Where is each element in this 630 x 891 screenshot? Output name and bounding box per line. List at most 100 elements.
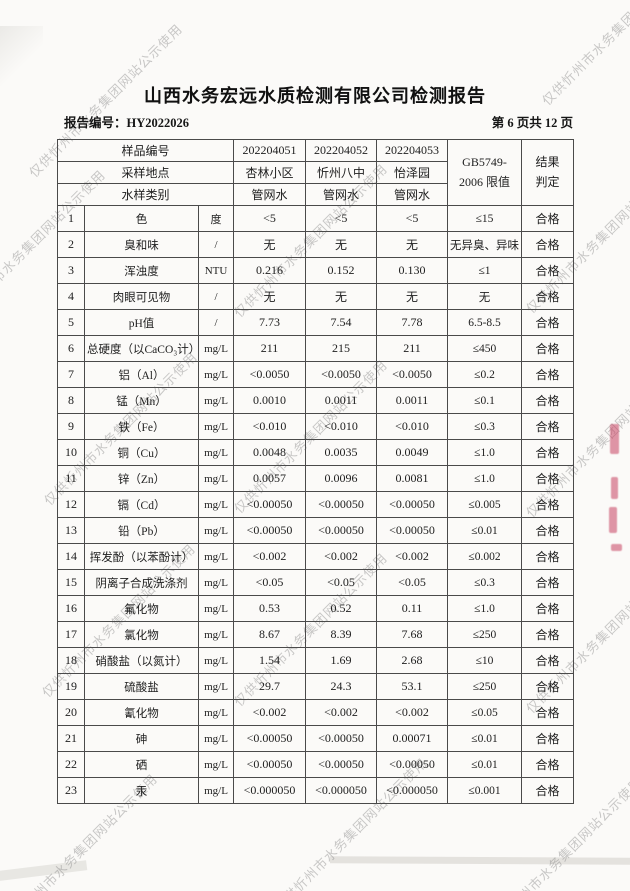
param-name: 肉眼可见物 (84, 283, 199, 310)
param-unit: mg/L (198, 491, 234, 518)
result-value: 合格 (521, 257, 574, 284)
limit-value: ≤0.01 (447, 725, 522, 752)
sample-id-3: 202204053 (376, 139, 448, 162)
value-sample3: <0.05 (376, 569, 448, 596)
result-value: 合格 (521, 673, 574, 700)
water-type-2: 管网水 (305, 183, 377, 206)
param-name: pH值 (84, 309, 199, 336)
paper-edge-shadow (329, 856, 630, 865)
result-header-line1: 结果 (535, 155, 560, 170)
limit-value: ≤250 (447, 673, 522, 700)
value-sample3: 0.11 (376, 595, 448, 622)
result-value: 合格 (521, 543, 574, 570)
params-tbody: 1 色 度 <5 <5 <5 ≤15 合格 2 臭和味 / 无 无 无 无异臭、… (57, 205, 574, 804)
param-row: 6 总硬度（以CaCO₃计） mg/L 211 215 211 ≤450 合格 (57, 335, 574, 362)
value-sample3: 7.68 (376, 621, 448, 648)
param-unit: mg/L (198, 439, 234, 466)
value-sample2: <0.00050 (305, 517, 377, 544)
value-sample2: <0.0050 (305, 361, 377, 388)
value-sample3: 211 (376, 335, 448, 362)
limit-value: ≤1.0 (447, 595, 522, 622)
value-sample1: 0.0057 (233, 465, 306, 492)
red-stamp-mark (609, 507, 617, 533)
page-title: 山西水务宏远水质检测有限公司检测报告 (144, 86, 486, 106)
result-value: 合格 (521, 725, 574, 752)
param-name: 氟化物 (84, 595, 199, 622)
result-value: 合格 (521, 361, 574, 388)
param-row: 23 汞 mg/L <0.000050 <0.000050 <0.000050 … (57, 777, 574, 804)
value-sample2: <0.002 (305, 543, 377, 570)
param-unit: mg/L (198, 465, 234, 492)
param-name: 硝酸盐（以氮计） (84, 647, 199, 674)
sample-id-1: 202204051 (233, 139, 306, 162)
param-name: 锌（Zn） (84, 465, 199, 492)
value-sample2: <5 (305, 205, 377, 232)
param-unit: mg/L (198, 725, 234, 752)
value-sample1: <0.00050 (233, 491, 306, 518)
value-sample2: <0.010 (305, 413, 377, 440)
report-meta: 报告编号：HY2022026 第 6 页共 12 页 (64, 112, 573, 131)
param-unit: NTU (198, 257, 234, 284)
param-row: 20 氰化物 mg/L <0.002 <0.002 <0.002 ≤0.05 合… (57, 699, 574, 726)
param-row: 4 肉眼可见物 / 无 无 无 无 合格 (57, 283, 574, 310)
row-number: 4 (57, 283, 85, 310)
param-unit: mg/L (198, 517, 234, 544)
value-sample1: 8.67 (233, 621, 306, 648)
water-type-3: 管网水 (376, 183, 448, 206)
value-sample1: 0.53 (233, 595, 306, 622)
value-sample3: 0.130 (376, 257, 448, 284)
value-sample3: 0.00071 (376, 725, 448, 752)
value-sample1: 0.0048 (233, 439, 306, 466)
param-unit: mg/L (198, 777, 234, 804)
report-number: 报告编号：HY2022026 (64, 116, 190, 130)
row-number: 16 (57, 595, 85, 622)
value-sample1: 0.216 (233, 257, 306, 284)
param-name: 阴离子合成洗涤剂 (84, 569, 199, 596)
row-number: 13 (57, 517, 85, 544)
param-unit: mg/L (198, 699, 234, 726)
value-sample2: 1.69 (305, 647, 377, 674)
param-unit: mg/L (198, 543, 234, 570)
limit-header: GB5749- 2006 限值 (447, 139, 522, 206)
param-row: 11 锌（Zn） mg/L 0.0057 0.0096 0.0081 ≤1.0 … (57, 465, 574, 492)
param-name: 挥发酚（以苯酚计） (84, 543, 199, 570)
row-number: 5 (57, 309, 85, 336)
value-sample3: <0.002 (376, 699, 448, 726)
header-row-water-type: 水样类别 管网水 管网水 管网水 (57, 183, 574, 206)
row-number: 21 (57, 725, 85, 752)
limit-value: ≤0.1 (447, 387, 522, 414)
value-sample3: 0.0049 (376, 439, 448, 466)
water-type-label: 水样类别 (57, 183, 234, 206)
sample-no-label: 样品编号 (57, 139, 234, 162)
param-name: 铅（Pb） (84, 517, 199, 544)
header-row-location: 采样地点 杏林小区 忻州八中 怡泽园 (57, 161, 574, 184)
value-sample2: 0.152 (305, 257, 377, 284)
result-value: 合格 (521, 439, 574, 466)
param-name: 镉（Cd） (84, 491, 199, 518)
param-name: 铜（Cu） (84, 439, 199, 466)
param-row: 3 浑浊度 NTU 0.216 0.152 0.130 ≤1 合格 (57, 257, 574, 284)
result-value: 合格 (521, 777, 574, 804)
param-row: 8 锰（Mn） mg/L 0.0010 0.0011 0.0011 ≤0.1 合… (57, 387, 574, 414)
value-sample2: <0.000050 (305, 777, 377, 804)
value-sample1: <0.00050 (233, 751, 306, 778)
value-sample2: <0.05 (305, 569, 377, 596)
sample-id-2: 202204052 (305, 139, 377, 162)
param-row: 1 色 度 <5 <5 <5 ≤15 合格 (57, 205, 574, 232)
result-value: 合格 (521, 283, 574, 310)
limit-value: ≤0.001 (447, 777, 522, 804)
value-sample1: 211 (233, 335, 306, 362)
param-unit: mg/L (198, 361, 234, 388)
param-unit: mg/L (198, 387, 234, 414)
header-tbody: 样品编号 202204051 202204052 202204053 GB574… (57, 139, 574, 206)
value-sample3: 无 (376, 231, 448, 258)
param-row: 7 铝（Al） mg/L <0.0050 <0.0050 <0.0050 ≤0.… (57, 361, 574, 388)
limit-value: ≤0.2 (447, 361, 522, 388)
param-name: 浑浊度 (84, 257, 199, 284)
value-sample3: 0.0011 (376, 387, 448, 414)
value-sample1: <0.002 (233, 543, 306, 570)
red-stamp-mark (611, 544, 622, 551)
result-value: 合格 (521, 621, 574, 648)
value-sample2: 24.3 (305, 673, 377, 700)
result-value: 合格 (521, 569, 574, 596)
